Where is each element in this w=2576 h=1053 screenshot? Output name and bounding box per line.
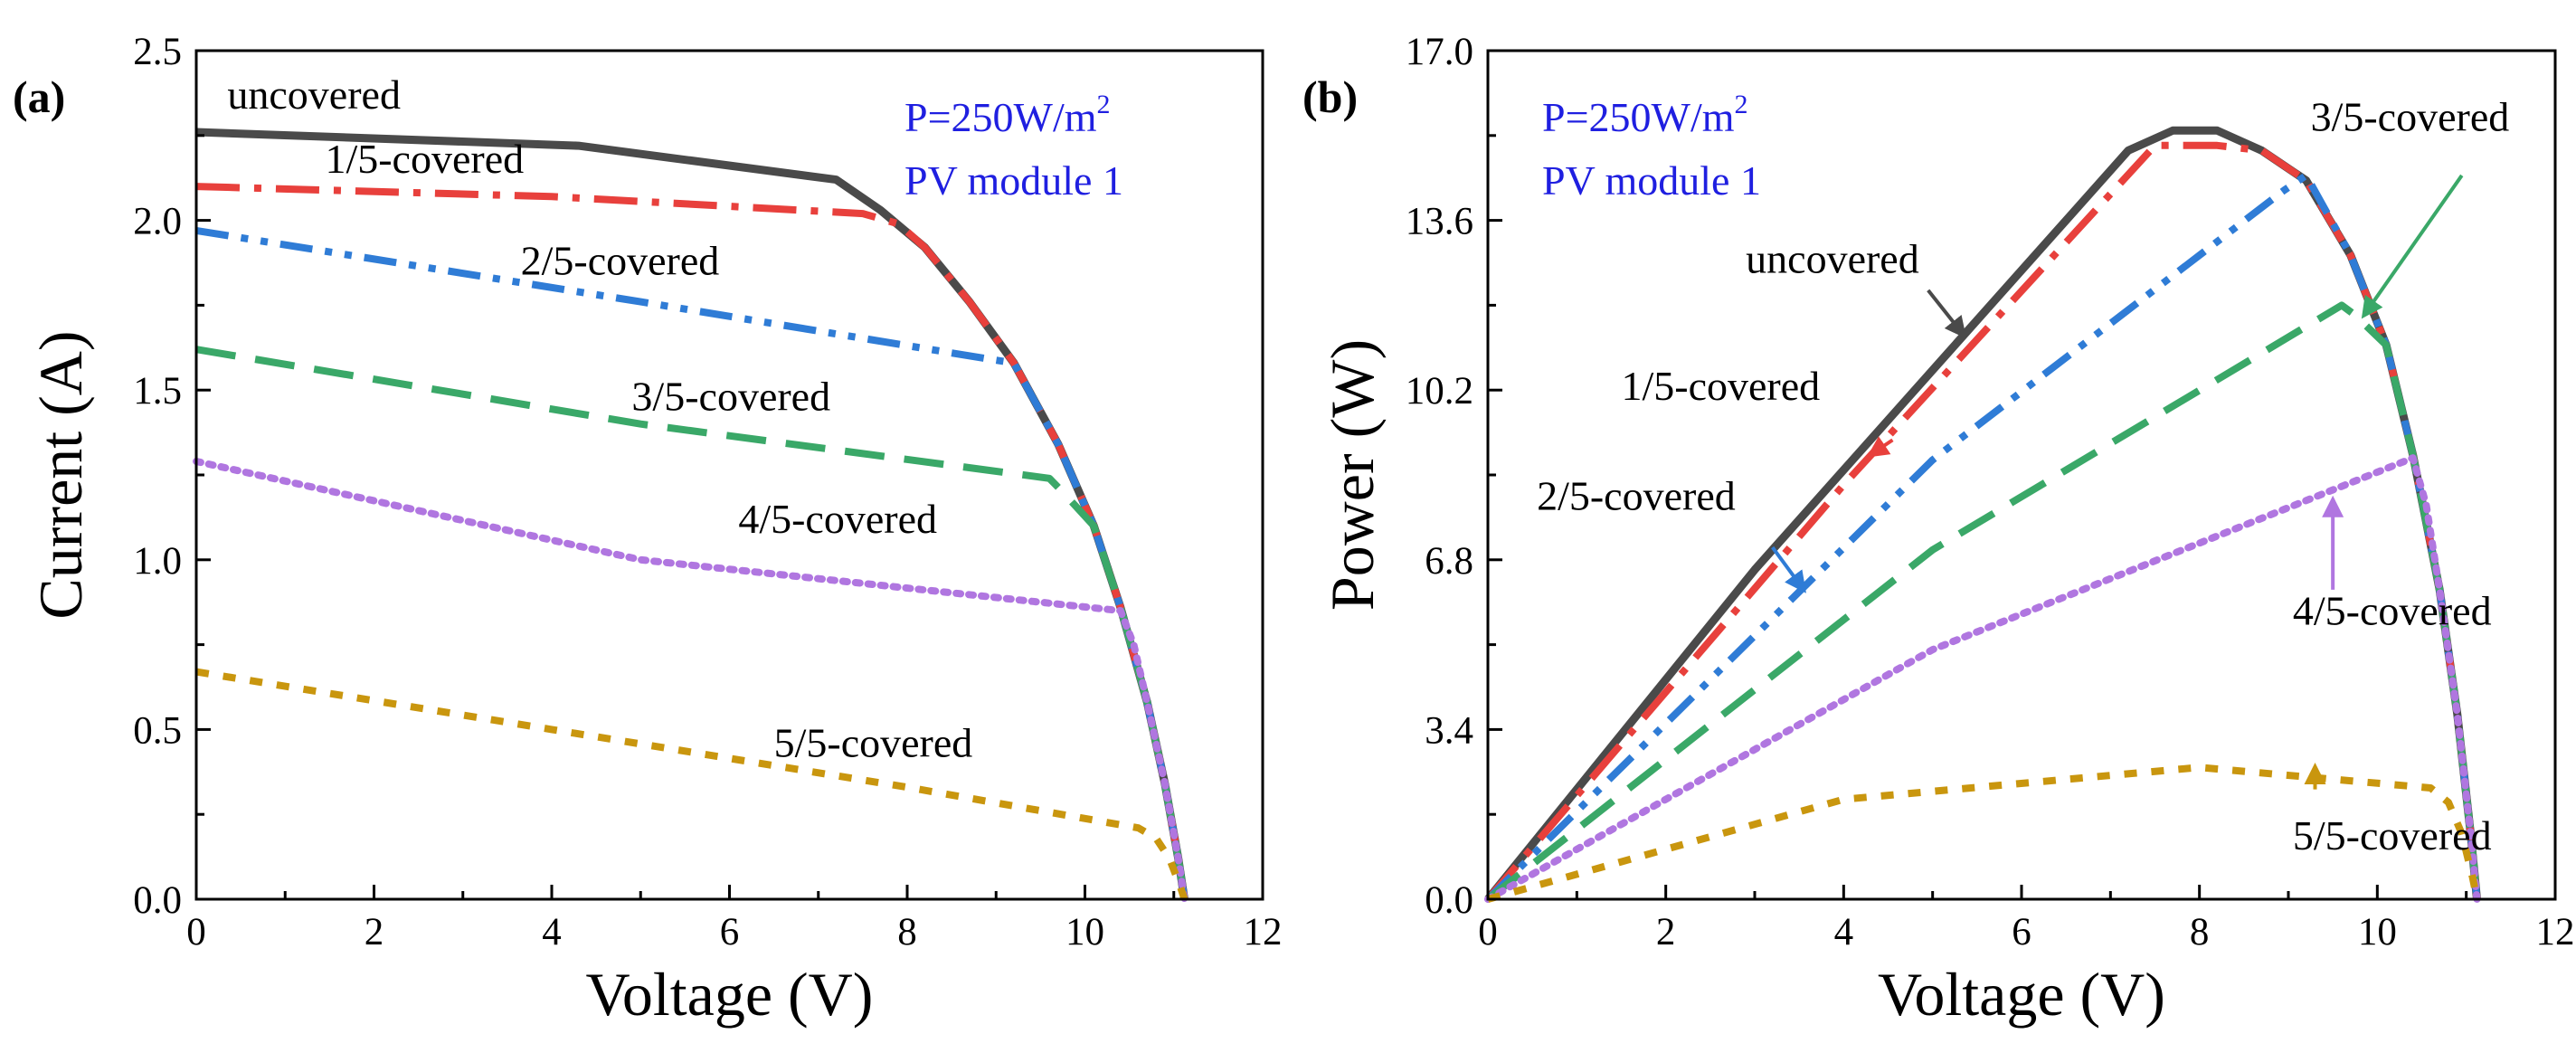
y-tick-label-b: 6.8 xyxy=(1425,540,1473,583)
module-text-a: PV module 1 xyxy=(904,157,1123,204)
y-axis-label-b: Power (W) xyxy=(1318,339,1387,611)
x-tick-label-b: 0 xyxy=(1478,911,1498,953)
series-line-a-3-5-covered xyxy=(195,346,1189,900)
y-tick-label-b: 10.2 xyxy=(1406,370,1473,413)
panel-b-power-voltage-plot: 0 2 4 6 8 10 12 0.0 3.4 6.8 10.2 13.6 17.0 Voltage (V… xyxy=(1302,31,2575,1029)
y-axis-label-a: Current (A) xyxy=(26,330,95,619)
x-tick-label-b: 4 xyxy=(1834,911,1854,953)
panel-label-a: (a) xyxy=(13,71,65,122)
curve-label-a-3-5-covered: 3/5-covered xyxy=(631,374,830,420)
x-tick-label-a: 12 xyxy=(1244,911,1283,953)
x-tick-label-a: 8 xyxy=(897,911,917,953)
curve-label-b-3-5-covered: 3/5-covered xyxy=(2311,93,2510,139)
series-line-a-5-5-covered xyxy=(195,668,1189,901)
series-line-a-1-5-covered xyxy=(195,183,1189,900)
x-axis-label-a: Voltage (V) xyxy=(586,960,874,1029)
panel-a-current-voltage-plot: 0 2 4 6 8 10 12 0.0 0.5 1.0 1.5 2.0 2.5 Voltage (V) Cu… xyxy=(13,31,1283,1029)
y-tick-label-a: 0.0 xyxy=(133,879,182,922)
irradiance-superscript-a: 2 xyxy=(1097,90,1111,119)
series-line-b-2-5-covered xyxy=(1485,171,2481,902)
y-tick-label-a: 0.5 xyxy=(133,709,182,752)
x-tick-label-a: 4 xyxy=(542,911,562,953)
y-tick-label-a: 1.0 xyxy=(133,540,182,583)
y-tick-label-b: 0.0 xyxy=(1425,879,1473,922)
y-tick-label-b: 3.4 xyxy=(1425,709,1473,752)
irradiance-text-b: P=250W/m2 xyxy=(1542,90,1748,140)
y-tick-label-a: 2.0 xyxy=(133,201,182,243)
annotation-arrow-b-uncovered xyxy=(1927,289,1967,339)
x-tick-label-a: 6 xyxy=(720,911,740,953)
x-tick-label-a: 10 xyxy=(1065,911,1104,953)
module-text-b: PV module 1 xyxy=(1542,157,1761,204)
x-tick-label-b: 12 xyxy=(2536,911,2575,953)
curve-label-a-2-5-covered: 2/5-covered xyxy=(521,238,720,284)
x-tick-label-b: 8 xyxy=(2190,911,2210,953)
curve-label-a-1-5-covered: 1/5-covered xyxy=(325,136,524,182)
y-tick-label-b: 17.0 xyxy=(1406,31,1473,73)
y-tick-label-a: 1.5 xyxy=(133,370,182,413)
curve-label-a-5-5-covered: 5/5-covered xyxy=(774,719,973,765)
series-line-a-4-5-covered xyxy=(193,458,1189,903)
curve-label-a-uncovered: uncovered xyxy=(227,71,401,118)
annotation-arrow-b-c3 xyxy=(2361,174,2464,319)
curve-label-b-2-5-covered: 2/5-covered xyxy=(1537,473,1736,519)
x-tick-label-b: 6 xyxy=(2012,911,2031,953)
y-tick-label-a: 2.5 xyxy=(133,31,182,73)
y-tick-label-b: 13.6 xyxy=(1406,201,1473,243)
x-tick-label-a: 0 xyxy=(186,911,206,953)
x-tick-label-a: 2 xyxy=(365,911,384,953)
series-line-b-3-5-covered xyxy=(1485,301,2481,903)
irradiance-superscript-b: 2 xyxy=(1735,90,1748,119)
x-axis-label-b: Voltage (V) xyxy=(1878,960,2165,1029)
curve-label-a-4-5-covered: 4/5-covered xyxy=(738,496,937,542)
curve-label-b-4-5-covered: 4/5-covered xyxy=(2293,588,2492,634)
annotation-arrow-b-c2 xyxy=(1771,545,1806,593)
x-tick-label-b: 10 xyxy=(2358,911,2397,953)
panel-label-b: (b) xyxy=(1302,71,1358,122)
curve-label-b-uncovered: uncovered xyxy=(1746,236,1919,282)
irradiance-text-a: P=250W/m2 xyxy=(904,90,1111,140)
series-line-b-4-5-covered xyxy=(1484,454,2481,903)
curve-label-b-5-5-covered: 5/5-covered xyxy=(2293,812,2492,859)
curve-label-b-1-5-covered: 1/5-covered xyxy=(1622,363,1821,409)
annotation-arrow-b-c1 xyxy=(1866,436,1894,458)
x-tick-label-b: 2 xyxy=(1656,911,1676,953)
